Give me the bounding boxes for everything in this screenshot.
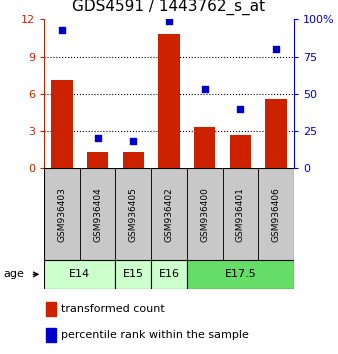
Text: GSM936402: GSM936402 [165,187,173,241]
Bar [44,260,115,289]
Bar [46,328,56,342]
Point [130,138,136,144]
Bar [44,168,80,260]
Bar [258,168,294,260]
Bar [87,152,108,168]
Bar [80,168,115,260]
Point [59,27,65,33]
Bar [151,168,187,260]
Bar [115,168,151,260]
Bar [194,127,215,168]
Point [238,106,243,112]
Point [273,46,279,52]
Text: E14: E14 [69,269,90,279]
Text: GSM936401: GSM936401 [236,187,245,242]
Text: E17.5: E17.5 [224,269,256,279]
Bar [187,168,223,260]
Text: percentile rank within the sample: percentile rank within the sample [62,330,249,340]
Text: E16: E16 [159,269,179,279]
Text: GSM936405: GSM936405 [129,187,138,242]
Point [202,86,208,92]
Title: GDS4591 / 1443762_s_at: GDS4591 / 1443762_s_at [72,0,266,15]
Text: GSM936400: GSM936400 [200,187,209,242]
Point [166,18,172,24]
Text: GSM936403: GSM936403 [57,187,66,242]
Text: GSM936404: GSM936404 [93,187,102,241]
Bar [265,99,287,168]
Point [95,136,100,141]
Text: age: age [3,269,24,279]
Bar [223,168,258,260]
Text: GSM936406: GSM936406 [272,187,281,242]
Bar [158,34,180,168]
Bar [151,260,187,289]
Bar [51,80,73,168]
Text: E15: E15 [123,269,144,279]
Bar [123,152,144,168]
Bar [115,260,151,289]
Bar [187,260,294,289]
Text: transformed count: transformed count [62,304,165,314]
Bar [230,135,251,168]
Bar [46,302,56,316]
